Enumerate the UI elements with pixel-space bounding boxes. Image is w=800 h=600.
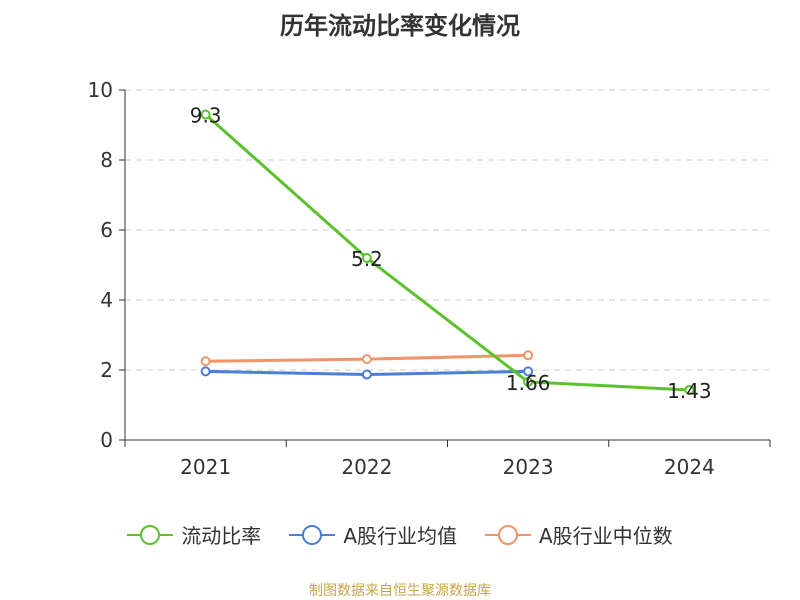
y-tick-label: 2 [100,358,113,382]
legend-label: 流动比率 [181,524,262,548]
data-label: 5.2 [351,247,383,271]
legend-item-current-ratio[interactable]: 流动比率 [127,520,261,549]
x-tick-label: 2023 [503,455,554,479]
y-tick-label: 4 [100,288,113,312]
data-point [200,109,211,120]
legend-line-marker-icon [485,524,531,545]
chart-title: 历年流动比率变化情况 [280,12,520,40]
data-point [200,356,211,367]
legend-item-industry-median[interactable]: A股行业中位数 [485,520,673,549]
legend: 流动比率 A股行业均值 A股行业中位数 [0,520,800,549]
data-point [523,376,534,387]
data-label: 1.66 [506,371,551,395]
data-point [361,354,372,365]
y-tick-label: 10 [88,78,113,102]
data-point [361,369,372,380]
y-tick-label: 0 [100,428,113,452]
data-point [523,350,534,361]
data-source-note: 制图数据来自恒生聚源数据库 [309,583,491,599]
legend-label: A股行业中位数 [539,524,673,548]
series-line [204,113,690,392]
data-point [200,366,211,377]
legend-item-industry-mean[interactable]: A股行业均值 [289,520,457,549]
legend-label: A股行业均值 [343,524,457,548]
x-tick-label: 2021 [180,455,231,479]
data-point [523,366,534,377]
x-tick-label: 2024 [664,455,715,479]
y-tick-label: 8 [100,148,113,172]
y-tick-label: 6 [100,218,113,242]
legend-line-marker-icon [127,524,174,545]
legend-line-marker-icon [289,524,336,545]
data-label: 9.3 [190,104,222,128]
x-tick-label: 2022 [341,455,392,479]
data-point [684,384,695,395]
data-point [361,253,372,263]
data-label: 1.43 [667,379,712,403]
